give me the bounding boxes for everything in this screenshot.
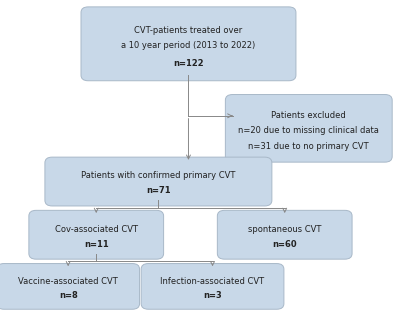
Text: n=8: n=8 (59, 290, 77, 300)
FancyBboxPatch shape (81, 7, 296, 81)
Text: n=122: n=122 (173, 59, 204, 68)
Text: n=60: n=60 (272, 240, 297, 249)
FancyBboxPatch shape (217, 210, 352, 259)
Text: CVT-patients treated over: CVT-patients treated over (134, 26, 243, 34)
Text: Patients with confirmed primary CVT: Patients with confirmed primary CVT (81, 172, 235, 180)
FancyBboxPatch shape (45, 157, 272, 206)
Text: n=20 due to missing clinical data: n=20 due to missing clinical data (238, 126, 379, 135)
Text: n=71: n=71 (146, 187, 171, 195)
Text: Vaccine-associated CVT: Vaccine-associated CVT (18, 277, 118, 286)
FancyBboxPatch shape (225, 95, 392, 162)
Text: n=31 due to no primary CVT: n=31 due to no primary CVT (249, 142, 369, 151)
Text: a 10 year period (2013 to 2022): a 10 year period (2013 to 2022) (122, 41, 255, 50)
Text: Cov-associated CVT: Cov-associated CVT (55, 225, 138, 233)
Text: n=11: n=11 (84, 240, 109, 249)
Text: spontaneous CVT: spontaneous CVT (248, 225, 321, 233)
Text: Patients excluded: Patients excluded (271, 111, 346, 121)
FancyBboxPatch shape (0, 264, 140, 309)
FancyBboxPatch shape (141, 264, 284, 309)
Text: Infection-associated CVT: Infection-associated CVT (160, 277, 265, 286)
Text: n=3: n=3 (203, 290, 222, 300)
FancyBboxPatch shape (29, 210, 164, 259)
